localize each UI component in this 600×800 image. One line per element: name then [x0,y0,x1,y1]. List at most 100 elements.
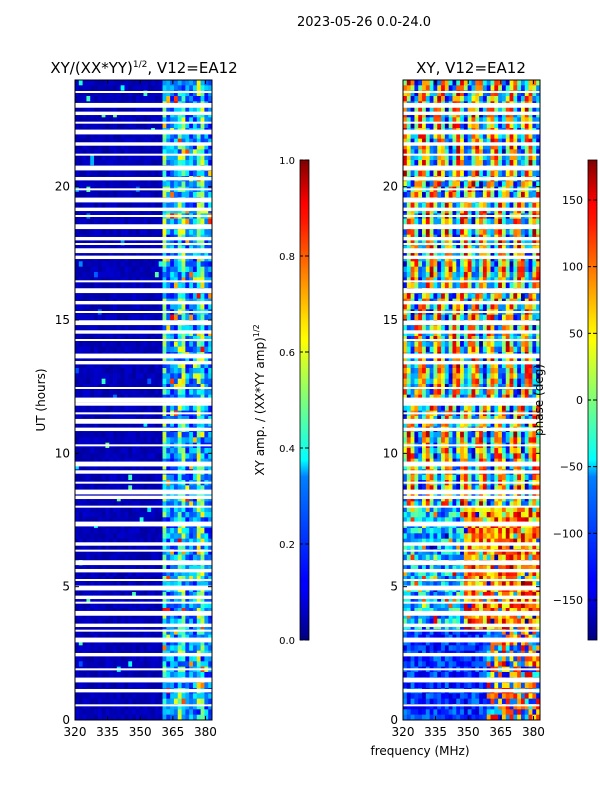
heatmap-cell [208,602,213,609]
heatmap-cell [208,634,213,641]
heatmap-cell [143,549,148,556]
heatmap-cell [139,149,144,156]
heatmap-cell [101,602,106,609]
heatmap-cell [78,506,84,513]
heatmap-cell [113,149,118,156]
heatmap-cell [75,170,80,177]
heatmap-cell [143,608,148,614]
heatmap-cell [94,528,99,534]
heatmap-cell [78,378,84,385]
heatmap-cell [204,117,209,124]
heatmap-cell [109,346,114,353]
heatmap-cell [173,202,179,209]
heatmap-cell [189,714,194,721]
heatmap-cell [116,85,122,92]
heatmap-cell [456,122,461,129]
heatmap-cell [170,576,175,582]
heatmap-cell [200,570,205,577]
heatmap-cell [536,90,541,97]
figure-suptitle: 2023-05-26 0.0-24.0 [297,15,431,30]
heatmap-cell [120,202,125,209]
heatmap-cell [128,250,133,257]
heatmap-cell [151,528,156,534]
heatmap-cell [113,170,118,177]
heatmap-cell [86,597,91,604]
heatmap-cell [181,405,186,412]
heatmap-cell [429,90,434,97]
heatmap-cell [185,613,190,620]
heatmap-cell [94,106,99,113]
heatmap-cell [200,261,205,268]
heatmap-cell [90,453,95,460]
heatmap-cell [154,373,160,380]
heatmap-cell [75,117,80,124]
heatmap-cell [120,160,125,166]
heatmap-cell [189,106,194,113]
heatmap-cell [116,485,122,492]
heatmap-cell [173,570,179,577]
heatmap-cell [162,85,167,92]
heatmap-cell [94,634,99,641]
heatmap-cell [162,405,167,412]
heatmap-cell [200,304,205,310]
heatmap-cell [116,266,122,273]
heatmap-cell [200,117,205,124]
heatmap-cell [147,554,152,561]
heatmap-cell [75,709,80,716]
heatmap-cell [135,554,141,561]
heatmap-cell [75,613,80,620]
heatmap-cell [147,229,152,236]
heatmap-cell [113,106,118,113]
amp-y-axis-label: UT (hours) [34,368,48,431]
heatmap-cell [154,474,160,481]
heatmap-cell [181,634,186,641]
heatmap-cell [189,458,194,465]
heatmap-cell [151,554,156,561]
heatmap-cell [196,421,201,428]
heatmap-cell [185,512,190,518]
heatmap-cell [162,133,167,140]
heatmap-cell [116,117,122,124]
colorbar-tick-label: 0.2 [279,540,295,551]
heatmap-cell [181,576,186,582]
heatmap-cell [128,581,133,588]
heatmap-cell [185,528,190,534]
heatmap-cell [135,202,141,209]
heatmap-cell [429,144,434,150]
heatmap-cell [151,240,156,246]
heatmap-cell [463,154,469,161]
heatmap-cell [170,517,175,524]
heatmap-cell [124,368,129,374]
heatmap-cell [482,85,488,92]
heatmap-cell [109,549,114,556]
heatmap-cell [90,714,95,721]
heatmap-cell [132,538,137,545]
heatmap-cell [109,437,114,444]
heatmap-cell [120,245,125,252]
heatmap-cell [82,368,87,374]
heatmap-cell [139,565,144,572]
heatmap-cell [422,144,427,150]
heatmap-cell [113,640,118,646]
heatmap-cell [456,133,461,140]
heatmap-cell [132,709,137,716]
heatmap-cell [75,645,80,652]
heatmap-cell [132,357,137,364]
heatmap-cell [82,474,87,481]
heatmap-cell [128,597,133,604]
heatmap-cell [192,554,198,561]
heatmap-cell [173,336,179,342]
heatmap-cell [143,314,148,321]
heatmap-cell [173,538,179,545]
heatmap-cell [177,709,182,716]
heatmap-cell [90,117,95,124]
heatmap-cell [128,549,133,556]
heatmap-cell [185,229,190,236]
heatmap-cell [94,341,99,348]
heatmap-cell [513,90,518,97]
heatmap-cell [192,384,198,390]
heatmap-cell [196,656,201,662]
heatmap-cell [154,485,160,492]
heatmap-cell [94,85,99,92]
heatmap-cell [200,394,205,401]
